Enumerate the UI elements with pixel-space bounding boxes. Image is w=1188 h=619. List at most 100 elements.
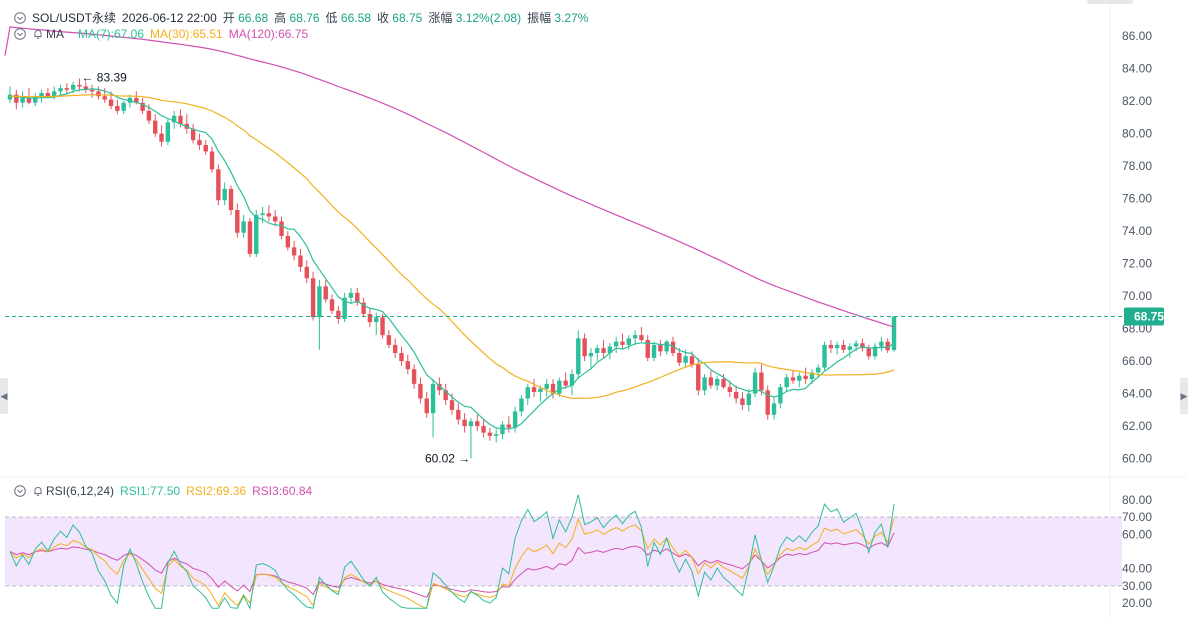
low-annotation: 60.02 → bbox=[425, 451, 470, 465]
candle-body bbox=[430, 383, 436, 414]
candle-body bbox=[134, 97, 139, 103]
candle-body bbox=[241, 221, 246, 233]
candle-body bbox=[588, 353, 594, 357]
candle-body bbox=[468, 421, 474, 427]
rsi-y-tick-label: 30.00 bbox=[1122, 579, 1152, 593]
symbol-label: SOL/USDT永续 bbox=[32, 11, 117, 25]
rsi-legend: RSI(6,12,24) RSI1:77.50 RSI2:69.36 RSI3:… bbox=[14, 484, 312, 498]
candle-body bbox=[582, 338, 587, 357]
candle-body bbox=[664, 341, 669, 352]
candle-body bbox=[759, 372, 764, 391]
candle-body bbox=[310, 278, 316, 318]
y-tick-label: 66.00 bbox=[1122, 354, 1152, 368]
candle-body bbox=[380, 317, 385, 336]
candle-body bbox=[323, 286, 328, 300]
rsi2-value: RSI2:69.36 bbox=[186, 484, 247, 498]
candle-body bbox=[538, 388, 543, 392]
last-price-label: 68.75 bbox=[1134, 309, 1164, 323]
candle-body bbox=[190, 128, 196, 141]
high-annotation: ← 83.39 bbox=[81, 71, 127, 85]
bell-icon[interactable] bbox=[32, 28, 44, 40]
candle-body bbox=[746, 393, 751, 405]
candle-body bbox=[601, 348, 606, 353]
candle-body bbox=[809, 372, 815, 379]
candle-body bbox=[816, 367, 821, 373]
candle-body bbox=[355, 292, 360, 303]
candle-body bbox=[273, 216, 278, 222]
last-price-tag bbox=[1124, 307, 1164, 326]
candle-body bbox=[677, 353, 682, 363]
candle-body bbox=[456, 409, 461, 420]
y-tick-label: 86.00 bbox=[1122, 29, 1152, 43]
scroll-left-button[interactable]: ◀ bbox=[0, 378, 8, 414]
candle-body bbox=[374, 317, 379, 323]
rsi3-value: RSI3:60.84 bbox=[252, 484, 313, 498]
low-label: 低 bbox=[325, 11, 338, 25]
candle-body bbox=[298, 255, 303, 267]
candle-body bbox=[620, 341, 625, 345]
candle-body bbox=[291, 247, 297, 256]
candle-body bbox=[121, 102, 126, 111]
candle-body bbox=[222, 188, 227, 201]
scroll-right-button[interactable]: ▶ bbox=[1180, 378, 1188, 414]
bell-icon[interactable] bbox=[32, 485, 44, 497]
candle-body bbox=[569, 374, 575, 386]
candle-body bbox=[20, 97, 25, 103]
candle-body bbox=[689, 356, 695, 365]
candle-body bbox=[203, 145, 208, 152]
candle-body bbox=[58, 88, 63, 92]
candle-body bbox=[411, 369, 417, 384]
candle-body bbox=[83, 86, 88, 90]
candle-body bbox=[866, 348, 871, 357]
panel-toggle[interactable] bbox=[1087, 0, 1133, 4]
rsi-y-tick-label: 60.00 bbox=[1122, 527, 1152, 541]
chevron-right-icon: ▶ bbox=[1180, 390, 1188, 401]
candle-body bbox=[462, 419, 467, 427]
close-value: 68.75 bbox=[392, 11, 423, 25]
candle-body bbox=[576, 338, 581, 375]
candle-body bbox=[512, 411, 518, 428]
collapse-chevron-icon[interactable] bbox=[14, 485, 26, 497]
candle-body bbox=[771, 403, 777, 415]
candle-body bbox=[361, 302, 366, 314]
y-tick-label: 72.00 bbox=[1122, 257, 1152, 271]
candle-body bbox=[45, 93, 51, 97]
candle-body bbox=[557, 380, 562, 394]
candle-body bbox=[14, 94, 19, 103]
candle-body bbox=[424, 398, 429, 414]
candle-body bbox=[102, 96, 107, 100]
candle-body bbox=[752, 372, 758, 394]
candle-body bbox=[696, 364, 701, 391]
candle-body bbox=[367, 314, 373, 323]
candle-body bbox=[853, 343, 859, 347]
chevron-left-icon: ◀ bbox=[0, 390, 8, 401]
amplitude-value: 3.27% bbox=[554, 11, 589, 25]
candles-group bbox=[7, 78, 897, 459]
candle-body bbox=[765, 390, 770, 415]
low-value: 66.58 bbox=[340, 11, 371, 25]
candle-body bbox=[727, 387, 733, 392]
ma7-line bbox=[9, 88, 895, 430]
collapse-chevron-icon[interactable] bbox=[14, 28, 26, 40]
collapse-chevron-icon[interactable] bbox=[14, 11, 26, 24]
candle-body bbox=[632, 335, 638, 339]
candle-body bbox=[449, 400, 455, 410]
ma-legend: MA MA(7):67.06 MA(30):65.51 MA(120):66.7… bbox=[14, 27, 308, 41]
candle-body bbox=[651, 344, 657, 358]
candle-body bbox=[386, 335, 392, 345]
candle-body bbox=[392, 344, 398, 353]
y-tick-label: 78.00 bbox=[1122, 159, 1152, 173]
candle-body bbox=[52, 91, 57, 97]
candle-body bbox=[803, 375, 808, 379]
rsi1-value: RSI1:77.50 bbox=[120, 484, 181, 498]
open-label: 开 bbox=[222, 11, 235, 25]
candle-body bbox=[266, 213, 272, 217]
y-tick-label: 62.00 bbox=[1122, 419, 1152, 433]
candle-body bbox=[146, 110, 152, 121]
change-value: 3.12%(2.08) bbox=[455, 11, 522, 25]
candle-body bbox=[342, 297, 347, 319]
rsi-y-tick-label: 40.00 bbox=[1122, 562, 1152, 576]
ohlc-header: SOL/USDT永续 2026-06-12 22:00 开 66.68 高 68… bbox=[14, 9, 588, 26]
candle-body bbox=[531, 387, 537, 392]
